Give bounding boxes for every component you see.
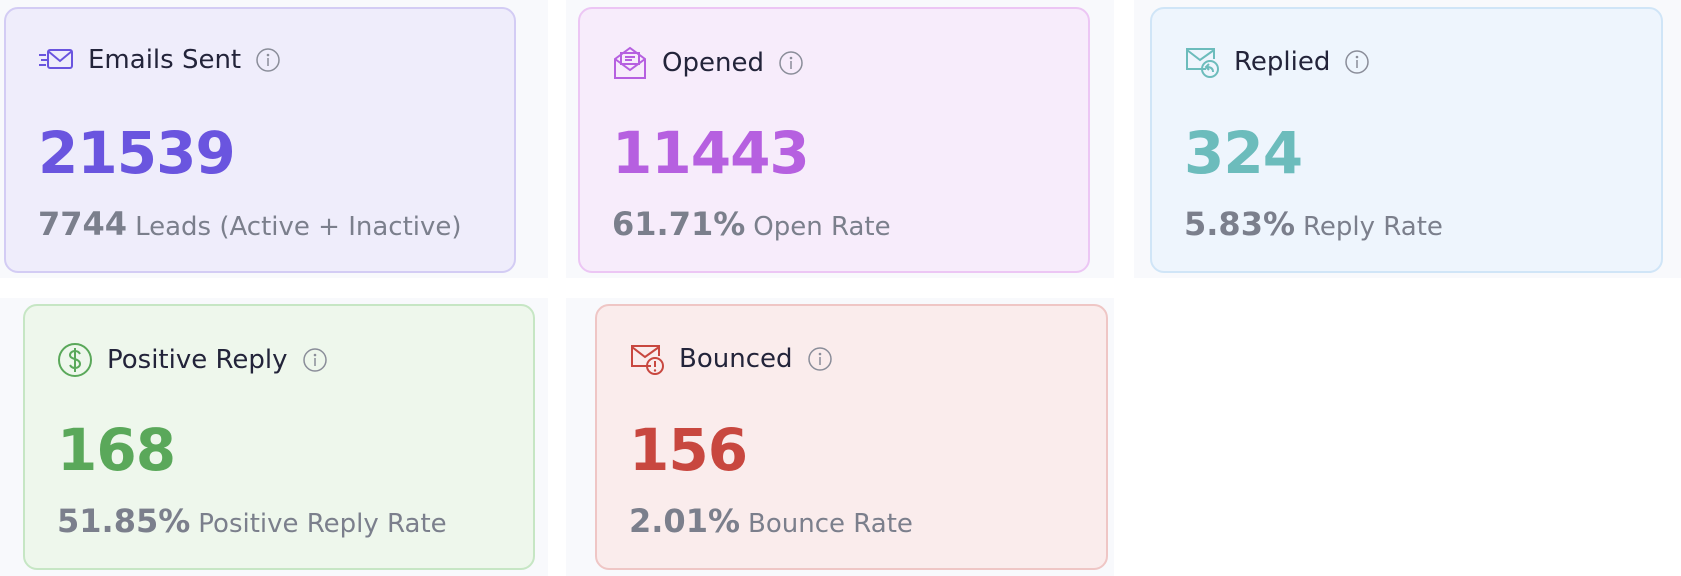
stat-card: Positive Reply 168 51.85% Positive Reply … [23,304,535,570]
card-header: Replied [1184,45,1370,79]
replied-icon [1186,48,1219,78]
card-value: 168 [57,416,176,484]
card-title: Emails Sent [88,45,242,75]
info-icon[interactable] [302,347,328,373]
opened-icon [614,46,646,79]
card-value: 11443 [612,119,810,187]
sub-value: 7744 [38,205,128,243]
info-icon[interactable] [255,47,281,73]
card-sub: 5.83% Reply Rate [1184,205,1443,243]
info-icon[interactable] [807,346,833,372]
send-icon [39,49,73,69]
sub-label: Open Rate [753,212,891,242]
card-sub: 2.01% Bounce Rate [629,502,913,540]
card-header: Positive Reply [57,342,328,378]
sub-label: Leads (Active + Inactive) [135,212,462,242]
card-header: Bounced [629,342,833,376]
card-title: Positive Reply [107,345,288,375]
info-icon[interactable] [1344,49,1370,75]
card-value: 21539 [38,119,236,187]
card-header: Emails Sent [38,45,281,75]
stat-card: Bounced 156 2.01% Bounce Rate [595,304,1108,570]
sub-value: 5.83% [1184,205,1296,243]
card-title: Bounced [679,344,793,374]
sub-label: Bounce Rate [748,509,913,539]
sub-value: 51.85% [57,502,191,540]
card-sub: 51.85% Positive Reply Rate [57,502,447,540]
card-value: 324 [1184,119,1303,187]
dollar-icon [58,343,92,377]
info-icon[interactable] [778,50,804,76]
card-title: Opened [662,48,764,78]
stat-card: Replied 324 5.83% Reply Rate [1150,7,1663,273]
card-value: 156 [629,416,748,484]
sub-value: 61.71% [612,205,746,243]
card-sub: 7744 Leads (Active + Inactive) [38,205,462,243]
sub-label: Reply Rate [1303,212,1443,242]
stat-card: Emails Sent 21539 7744 Leads (Active + In… [4,7,516,273]
card-sub: 61.71% Open Rate [612,205,891,243]
bounced-icon [631,345,664,375]
stat-card: Opened 11443 61.71% Open Rate [578,7,1090,273]
card-header: Opened [612,45,804,81]
card-title: Replied [1234,47,1331,77]
sub-value: 2.01% [629,502,741,540]
sub-label: Positive Reply Rate [198,509,447,539]
